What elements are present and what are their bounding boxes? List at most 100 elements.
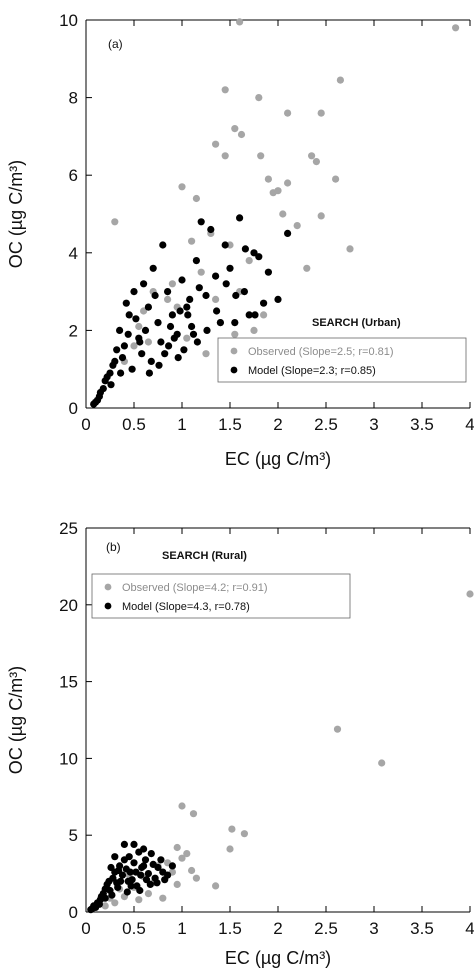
scatter-point — [274, 295, 282, 303]
y-tick-label: 5 — [69, 826, 78, 845]
x-tick-label: 1 — [177, 919, 186, 938]
scatter-point — [178, 802, 186, 810]
scatter-point — [279, 210, 287, 218]
series-model — [90, 214, 292, 408]
scatter-point — [135, 896, 143, 904]
scatter-point — [168, 280, 176, 288]
scatter-point — [128, 365, 136, 373]
scatter-point — [164, 295, 172, 303]
scatter-point — [120, 342, 128, 350]
x-tick-label: 0.5 — [122, 415, 146, 434]
scatter-point — [236, 214, 244, 222]
scatter-point — [97, 893, 105, 901]
y-tick-label: 6 — [69, 166, 78, 185]
scatter-point — [147, 357, 155, 365]
scatter-point — [117, 369, 125, 377]
series-observed — [111, 18, 460, 365]
scatter-point — [216, 319, 224, 327]
scatter-point — [284, 109, 292, 117]
scatter-point — [203, 326, 211, 334]
series-observed — [101, 590, 474, 910]
scatter-point — [195, 284, 203, 292]
scatter-point — [226, 264, 234, 272]
scatter-point — [144, 890, 152, 898]
scatter-point — [202, 350, 210, 358]
scatter-point — [241, 245, 249, 253]
scatter-point — [222, 280, 230, 288]
panel-title: SEARCH (Urban) — [312, 317, 401, 329]
scatter-point — [250, 326, 258, 334]
scatter-point — [141, 856, 150, 864]
scatter-point — [221, 241, 229, 249]
scatter-point — [126, 868, 134, 876]
legend: Observed (Slope=2.5; r=0.81) Model (Slope… — [217, 337, 467, 383]
scatter-point — [107, 381, 115, 389]
scatter-point — [221, 152, 229, 160]
scatter-point — [452, 24, 460, 32]
scatter-point — [178, 854, 186, 862]
scatter-point — [207, 225, 215, 234]
scatter-point — [155, 361, 163, 369]
legend-entry: Observed (Slope=4.2; r=0.91) — [122, 582, 268, 594]
y-tick-label: 20 — [59, 596, 78, 615]
scatter-point — [221, 86, 229, 94]
scatter-point — [308, 152, 316, 160]
scatter-point — [240, 288, 248, 296]
scatter-point — [95, 900, 103, 908]
scatter-point — [173, 843, 181, 852]
scatter-point — [145, 369, 153, 377]
scatter-point — [189, 330, 198, 338]
scatter-point — [284, 229, 292, 237]
scatter-point — [212, 140, 220, 148]
scatter-point — [293, 222, 301, 230]
scatter-point — [189, 810, 198, 818]
scatter-point — [378, 759, 386, 767]
scatter-point — [137, 871, 145, 879]
x-tick-label: 3 — [369, 919, 378, 938]
scatter-point — [192, 874, 200, 882]
scatter-point — [213, 307, 221, 315]
scatter-point — [173, 880, 181, 889]
scatter-point — [237, 130, 246, 139]
scatter-point — [135, 322, 143, 331]
legend: Observed (Slope=4.2; r=0.91) Model (Slope… — [91, 573, 351, 619]
x-tick-label: 1 — [177, 415, 186, 434]
scatter-point — [125, 853, 133, 861]
scatter-point — [197, 268, 205, 276]
y-tick-label: 2 — [69, 321, 78, 340]
scatter-point — [136, 338, 144, 346]
scatter-point — [157, 856, 165, 864]
scatter-point — [202, 291, 210, 300]
scatter-point — [141, 326, 150, 334]
scatter-point — [250, 249, 258, 257]
scatter-point — [140, 307, 148, 315]
scatter-point — [113, 346, 121, 354]
scatter-point — [132, 315, 140, 323]
scatter-point — [232, 291, 240, 300]
x-axis-title: EC (µg C/m³) — [225, 948, 331, 968]
scatter-point — [226, 845, 234, 853]
legend-entry: Model (Slope=4.3, r=0.78) — [122, 601, 250, 613]
scatter-point — [146, 880, 154, 889]
series-model — [87, 840, 176, 914]
scatter-point — [174, 354, 182, 362]
scatter-point — [105, 877, 113, 885]
x-tick-label: 3 — [369, 415, 378, 434]
scatter-point — [192, 194, 200, 203]
scatter-point — [140, 280, 148, 288]
scatter-point — [151, 291, 159, 300]
scatter-point — [144, 338, 152, 346]
scatter-point — [257, 152, 265, 160]
scatter-point — [183, 850, 191, 858]
x-tick-label: 1.5 — [218, 415, 242, 434]
scatter-point — [251, 311, 259, 319]
scatter-point — [153, 879, 161, 887]
scatter-point — [170, 334, 178, 342]
scatter-point — [260, 299, 268, 307]
scatter-point — [154, 863, 162, 872]
scatter-point — [312, 158, 320, 166]
x-tick-label: 2 — [273, 919, 282, 938]
scatter-point — [188, 866, 196, 875]
scatter-point — [130, 859, 138, 867]
scatter-point — [103, 373, 111, 381]
